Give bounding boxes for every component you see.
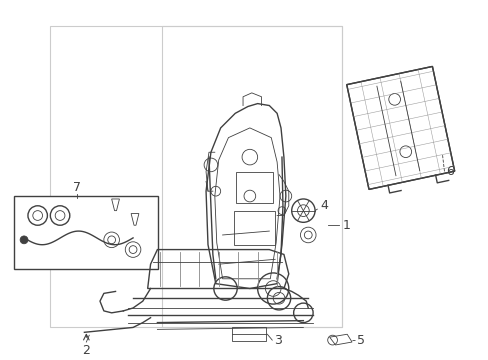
Bar bbox=[14, 196, 158, 269]
Bar bbox=[162, 26, 342, 328]
Text: 2: 2 bbox=[82, 344, 90, 357]
Bar bbox=[232, 328, 266, 341]
Polygon shape bbox=[346, 67, 454, 189]
Circle shape bbox=[388, 94, 400, 105]
Text: 1: 1 bbox=[342, 219, 349, 232]
Circle shape bbox=[399, 146, 411, 158]
Text: 6: 6 bbox=[446, 165, 453, 178]
Text: 5: 5 bbox=[356, 334, 364, 347]
Bar bbox=[234, 211, 275, 245]
Text: 7: 7 bbox=[72, 181, 81, 194]
Bar bbox=[236, 172, 273, 203]
Bar bbox=[50, 26, 342, 328]
Circle shape bbox=[20, 236, 28, 244]
Text: 3: 3 bbox=[274, 334, 282, 347]
Text: 4: 4 bbox=[319, 199, 327, 212]
